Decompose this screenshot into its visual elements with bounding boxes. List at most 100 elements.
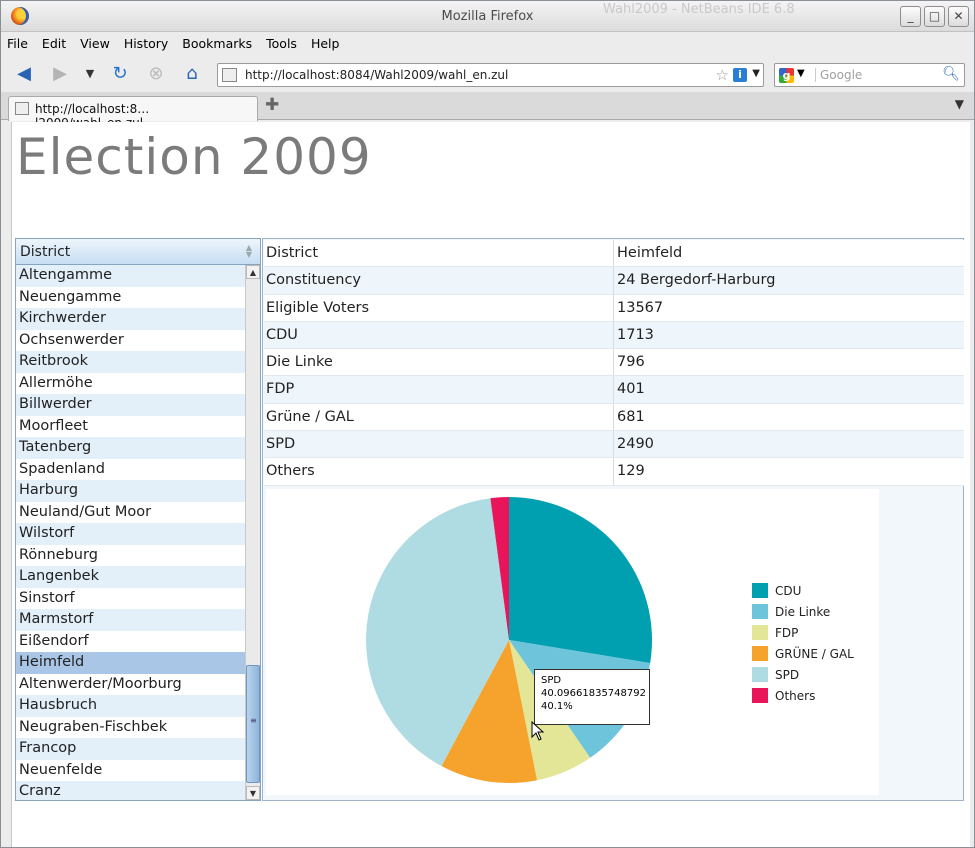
list-item[interactable]: Rönneburg: [19, 546, 98, 563]
tab-wahl[interactable]: http://localhost:8…l2009/wahl_en.zul: [8, 96, 258, 130]
list-item[interactable]: Harburg: [16, 480, 246, 502]
mouse-cursor-icon: [531, 721, 545, 741]
url-bar[interactable]: http://localhost:8084/Wahl2009/wahl_en.z…: [217, 63, 764, 87]
detail-key: Grüne / GAL: [264, 403, 614, 431]
maximize-button[interactable]: □: [924, 6, 945, 27]
url-dropdown-icon[interactable]: ▼: [752, 68, 760, 79]
list-item[interactable]: Sinstorf: [19, 589, 75, 606]
pie-slice-others[interactable]: [490, 497, 509, 640]
scroll-up-icon[interactable]: ▲: [246, 265, 260, 279]
new-tab-plus-icon[interactable]: ✚: [265, 95, 280, 115]
list-item[interactable]: Wilstorf: [16, 523, 246, 545]
detail-value: 24 Bergedorf-Harburg: [617, 272, 776, 289]
legend-swatch: [752, 583, 768, 598]
list-item[interactable]: Altengamme: [16, 265, 246, 287]
list-item[interactable]: Neuengamme: [19, 288, 122, 305]
background-window-title: Wahl2009 - NetBeans IDE 6.8: [603, 2, 795, 17]
detail-key: Eligible Voters: [264, 294, 614, 321]
minimize-button[interactable]: _: [900, 6, 921, 27]
menu-history[interactable]: History: [123, 36, 169, 51]
list-item[interactable]: Reitbrook: [16, 351, 246, 373]
home-icon[interactable]: ⌂: [186, 63, 198, 84]
menu-edit[interactable]: Edit: [41, 36, 67, 51]
legend-label: CDU: [775, 583, 802, 598]
firefox-logo-icon: [11, 7, 29, 25]
list-item[interactable]: Neugraben-Fischbek: [19, 718, 168, 735]
list-item[interactable]: Cranz: [16, 781, 246, 800]
list-item[interactable]: Billwerder: [16, 394, 246, 416]
legend-item: Others: [752, 685, 854, 706]
legend-label: GRÜNE / GAL: [775, 646, 854, 661]
list-item[interactable]: Ochsenwerder: [19, 331, 124, 348]
reload-icon[interactable]: ↻: [112, 63, 128, 84]
info-icon[interactable]: i: [733, 68, 747, 82]
district-column-header[interactable]: District ▲ ▼: [16, 239, 260, 265]
history-dropdown-icon[interactable]: ▼: [85, 67, 95, 80]
detail-value: 796: [617, 354, 645, 371]
tab-favicon-icon: [15, 102, 29, 115]
chart-legend: CDU Die Linke FDP GRÜNE / GAL SPD Others: [752, 580, 854, 706]
stop-icon[interactable]: ⊗: [148, 63, 164, 84]
table-row: CDU 1713: [264, 321, 964, 350]
menu-tools[interactable]: Tools: [266, 36, 297, 51]
menu-bar: File Edit View History Bookmarks Tools H…: [1, 32, 974, 55]
list-item[interactable]: Neuland/Gut Moor: [19, 503, 152, 520]
legend-label: Die Linke: [775, 604, 831, 619]
list-item[interactable]: Heimfeld: [16, 652, 246, 674]
district-listbox[interactable]: District ▲ ▼ Altengamme Neuengamme Kirchwer…: [15, 238, 261, 801]
scroll-thumb[interactable]: ≡: [246, 665, 260, 783]
bookmark-star-icon[interactable]: ☆: [715, 66, 729, 84]
district-header-label: District: [20, 244, 71, 260]
detail-key: FDP: [264, 376, 614, 403]
search-icon[interactable]: 🔍︎: [942, 66, 960, 82]
sort-icon[interactable]: ▲ ▼: [245, 243, 252, 259]
scrollbar[interactable]: ▲ ≡ ▼: [245, 265, 260, 800]
detail-key: Constituency: [264, 267, 614, 294]
list-item[interactable]: Allermöhe: [19, 374, 93, 391]
window-title: Mozilla Firefox: [441, 9, 534, 24]
detail-value: 129: [617, 463, 645, 480]
list-item[interactable]: Kirchwerder: [16, 308, 246, 330]
search-input[interactable]: Google: [815, 68, 862, 82]
engine-dropdown-icon[interactable]: ▼: [797, 68, 805, 79]
close-button[interactable]: ✕: [948, 6, 969, 27]
web-page: Election 2009 District ▲ ▼ Altengamme Neue…: [11, 122, 970, 847]
list-item[interactable]: Altenwerder/Moorburg: [19, 675, 182, 692]
detail-key: Others: [264, 458, 614, 485]
google-engine-icon[interactable]: g: [779, 68, 794, 83]
legend-item: SPD: [752, 664, 854, 685]
detail-value: 401: [617, 381, 645, 398]
list-item[interactable]: Langenbek: [16, 566, 246, 588]
legend-swatch: [752, 688, 768, 703]
list-item[interactable]: Hausbruch: [16, 695, 246, 717]
tab-list-chevron-icon[interactable]: ▼: [954, 97, 964, 111]
list-item[interactable]: Spadenland: [19, 460, 105, 477]
list-item[interactable]: Eißendorf: [19, 632, 89, 649]
legend-item: CDU: [752, 580, 854, 601]
chart-tooltip: SPD 40.09661835748792 40.1%: [534, 669, 650, 725]
detail-key: SPD: [264, 431, 614, 458]
menu-help[interactable]: Help: [310, 36, 340, 51]
list-item[interactable]: Tatenberg: [16, 437, 246, 459]
pie-slice-spd[interactable]: [365, 498, 509, 767]
url-text[interactable]: http://localhost:8084/Wahl2009/wahl_en.z…: [245, 68, 509, 82]
detail-key: Die Linke: [264, 349, 614, 376]
pie-slice-gr-ne-gal[interactable]: [441, 640, 538, 783]
list-item[interactable]: Francop: [16, 738, 246, 760]
menu-view[interactable]: View: [80, 36, 110, 51]
menu-bookmarks[interactable]: Bookmarks: [182, 36, 253, 51]
detail-value: 2490: [617, 436, 654, 453]
back-arrow-icon[interactable]: ◀: [17, 63, 31, 84]
legend-label: Others: [775, 688, 816, 703]
legend-swatch: [752, 667, 768, 682]
forward-arrow-icon[interactable]: ▶: [53, 63, 67, 84]
scroll-down-icon[interactable]: ▼: [246, 786, 260, 800]
list-item[interactable]: Neuenfelde: [19, 761, 103, 778]
menu-file[interactable]: File: [7, 36, 28, 51]
list-item[interactable]: Marmstorf: [16, 609, 246, 631]
search-bar[interactable]: g ▼ Google 🔍︎: [774, 63, 965, 87]
pie-slice-cdu[interactable]: [509, 497, 652, 664]
list-item[interactable]: Moorfleet: [19, 417, 88, 434]
detail-grid: District Heimfeld Constituency 24 Bergedorf…: [264, 240, 964, 486]
